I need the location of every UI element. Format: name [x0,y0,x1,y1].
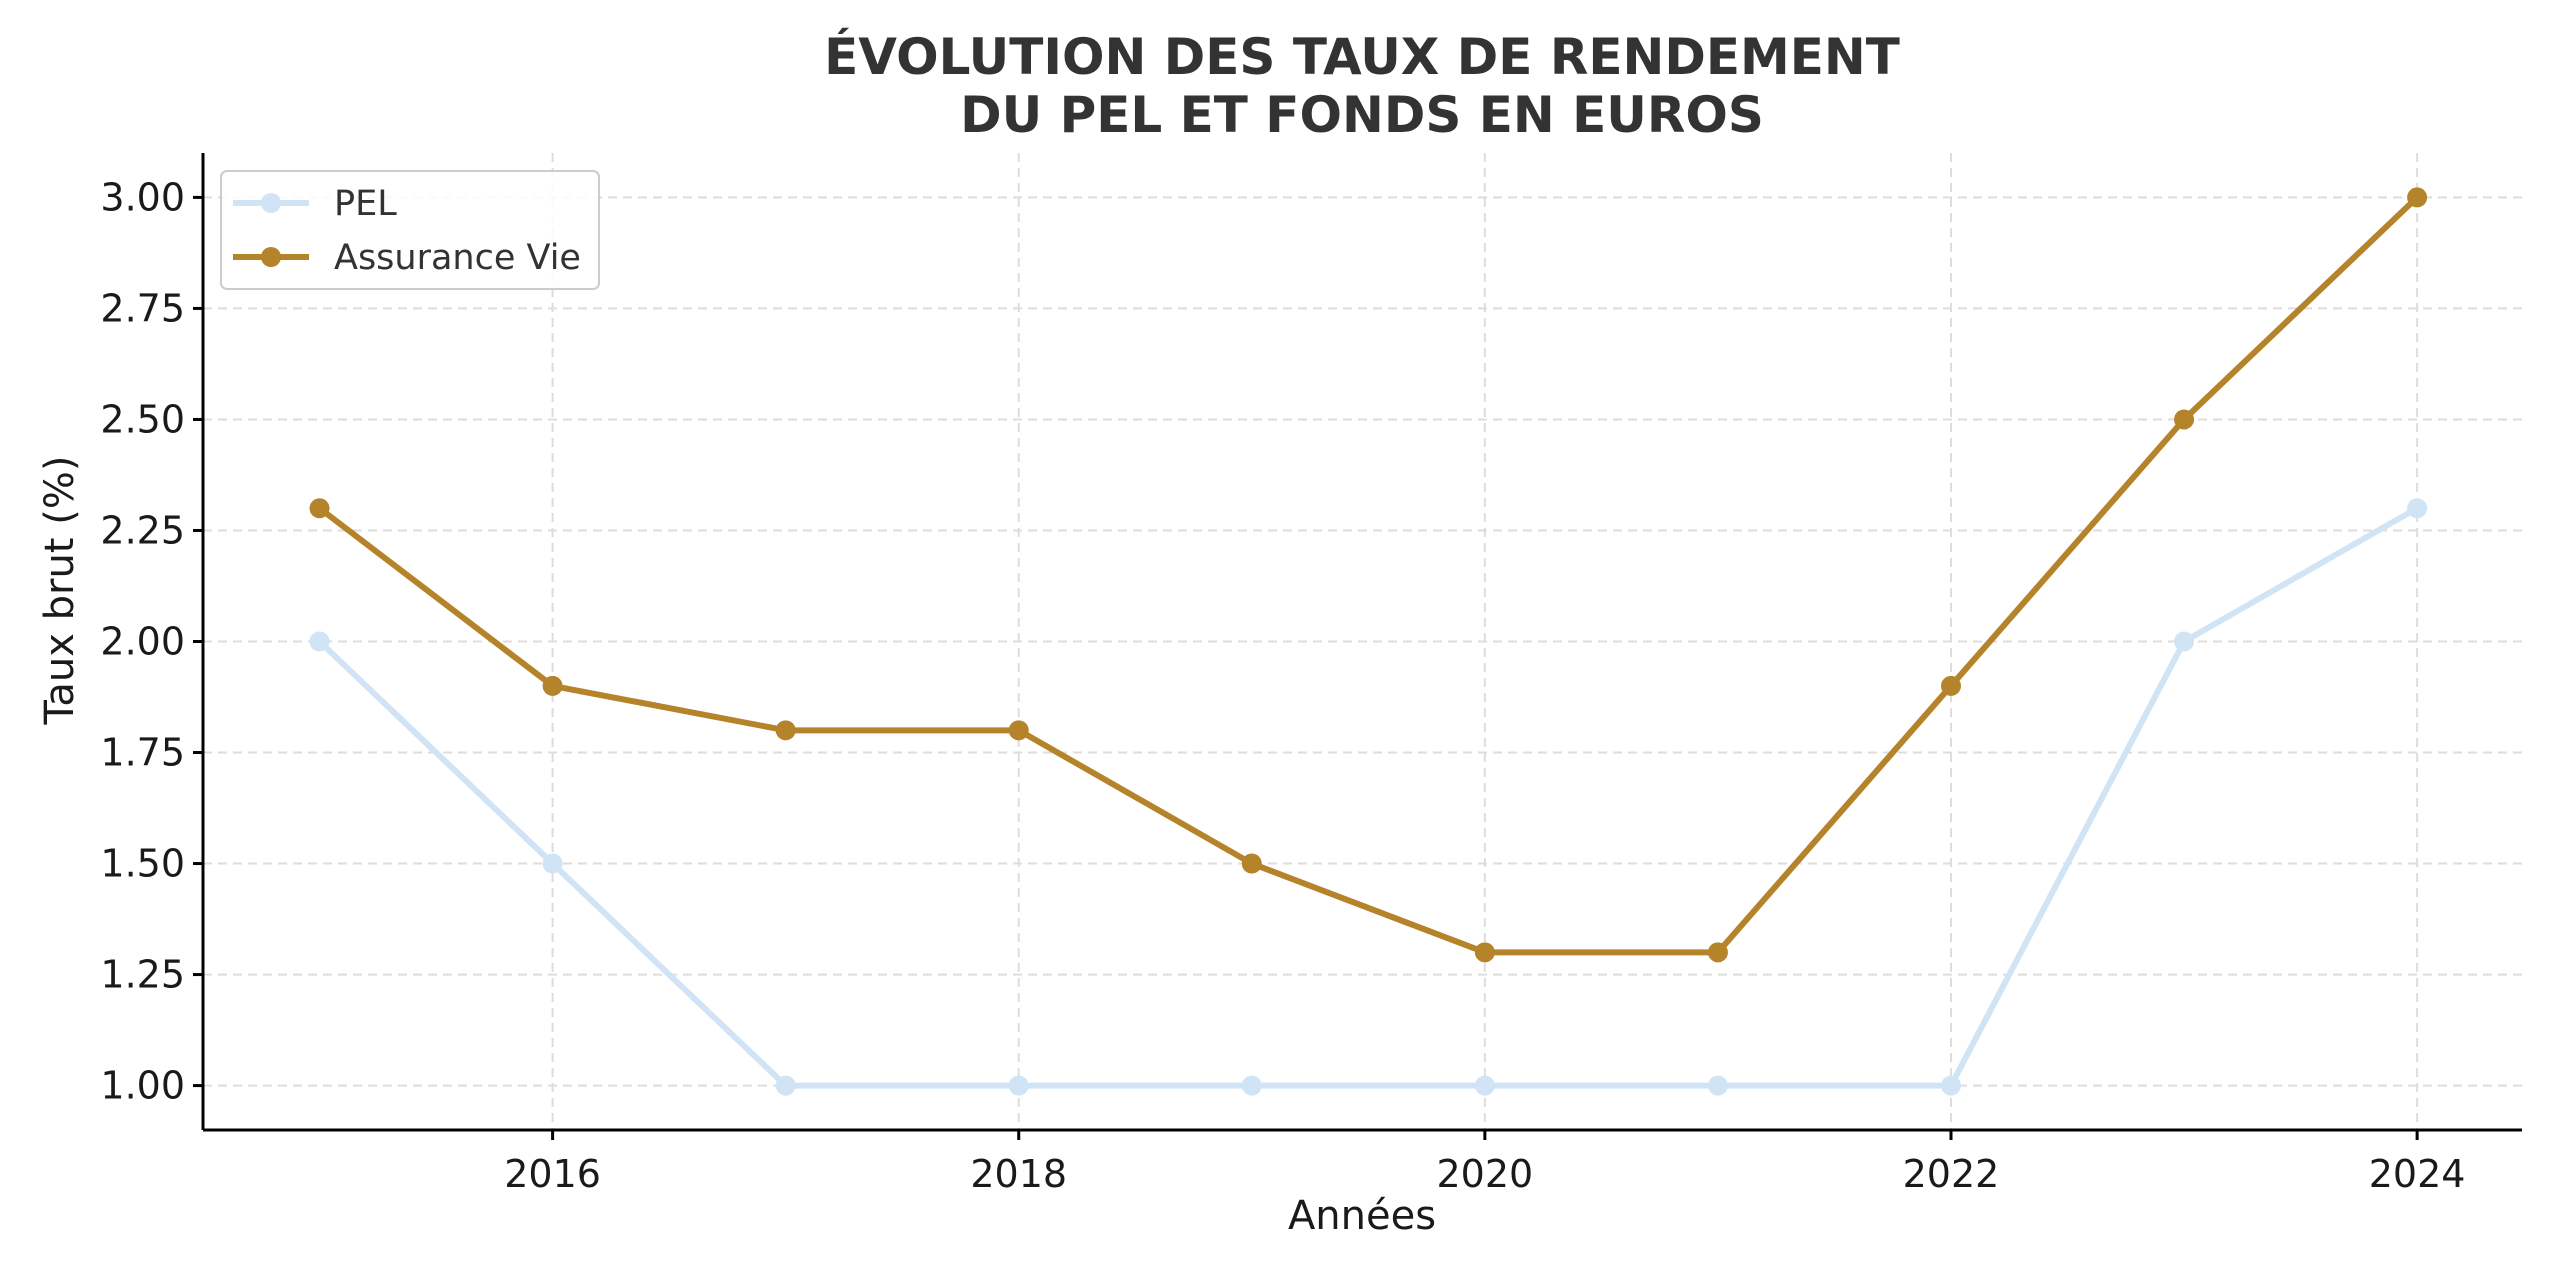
point-assurance-vie-2020 [1474,942,1495,963]
point-pel-2021 [1707,1075,1728,1096]
point-pel-2023 [2174,631,2195,652]
point-pel-2020 [1474,1075,1495,1096]
point-assurance-vie-2019 [1241,853,1262,874]
y-axis-label: Taux brut (%) [37,456,83,726]
y-tick-label-1: 1.25 [100,953,185,997]
point-assurance-vie-2024 [2407,187,2428,208]
series-line-pel [317,505,2419,1089]
point-assurance-vie-2015 [309,498,330,519]
chart-title-line-2: DU PEL ET FONDS EN EUROS [960,86,1764,144]
series-assurance-vie [309,187,2428,963]
legend-entry-assurance-vie: Assurance Vie [233,238,581,278]
x-tick-label-2018: 2018 [970,1152,1067,1196]
x-axis-ticks: 2016 2018 2020 2022 2024 [504,1130,2465,1196]
x-tick-label-2024: 2024 [2369,1152,2466,1196]
legend-swatch-marker-assurance-vie [261,247,281,267]
point-pel-2018 [1008,1075,1029,1096]
point-pel-2017 [775,1075,796,1096]
y-tick-label-7: 2.75 [100,286,185,330]
series-pel [309,498,2428,1096]
point-pel-2022 [1940,1075,1961,1096]
y-tick-label-6: 2.50 [100,397,185,441]
point-pel-2015 [309,631,330,652]
y-tick-label-8: 3.00 [100,175,185,219]
point-assurance-vie-2021 [1707,942,1728,963]
series-line-assurance-vie [317,195,2420,956]
legend: PEL Assurance Vie [220,170,600,290]
point-assurance-vie-2022 [1940,675,1961,696]
legend-label-assurance-vie: Assurance Vie [334,238,581,278]
point-assurance-vie-2016 [542,675,563,696]
x-tick-label-2016: 2016 [504,1152,601,1196]
series [309,187,2428,1096]
legend-swatch-marker-pel [261,193,281,213]
chart-title: ÉVOLUTION DES TAUX DE RENDEMENT DU PEL E… [824,27,1900,144]
x-tick-label-2020: 2020 [1436,1152,1533,1196]
x-tick-label-2022: 2022 [1903,1152,2000,1196]
point-assurance-vie-2018 [1008,720,1029,741]
chart-title-line-1: ÉVOLUTION DES TAUX DE RENDEMENT [824,27,1900,86]
point-assurance-vie-2023 [2174,409,2195,430]
point-pel-2019 [1241,1075,1262,1096]
point-pel-2016 [542,853,563,874]
y-tick-label-5: 2.25 [100,508,185,552]
y-tick-label-0: 1.00 [100,1064,185,1108]
point-pel-2024 [2407,498,2428,519]
y-tick-label-4: 2.00 [100,620,185,664]
legend-entry-pel: PEL [233,184,397,224]
legend-box [220,170,600,290]
y-tick-label-3: 1.75 [100,731,185,775]
legend-label-pel: PEL [334,184,397,224]
y-tick-label-2: 1.50 [100,842,185,886]
x-axis-label: Années [1288,1193,1436,1239]
point-assurance-vie-2017 [775,720,796,741]
y-axis-ticks: 1.00 1.25 1.50 1.75 2.00 2.25 2.50 2.75 3.00 [100,175,203,1108]
